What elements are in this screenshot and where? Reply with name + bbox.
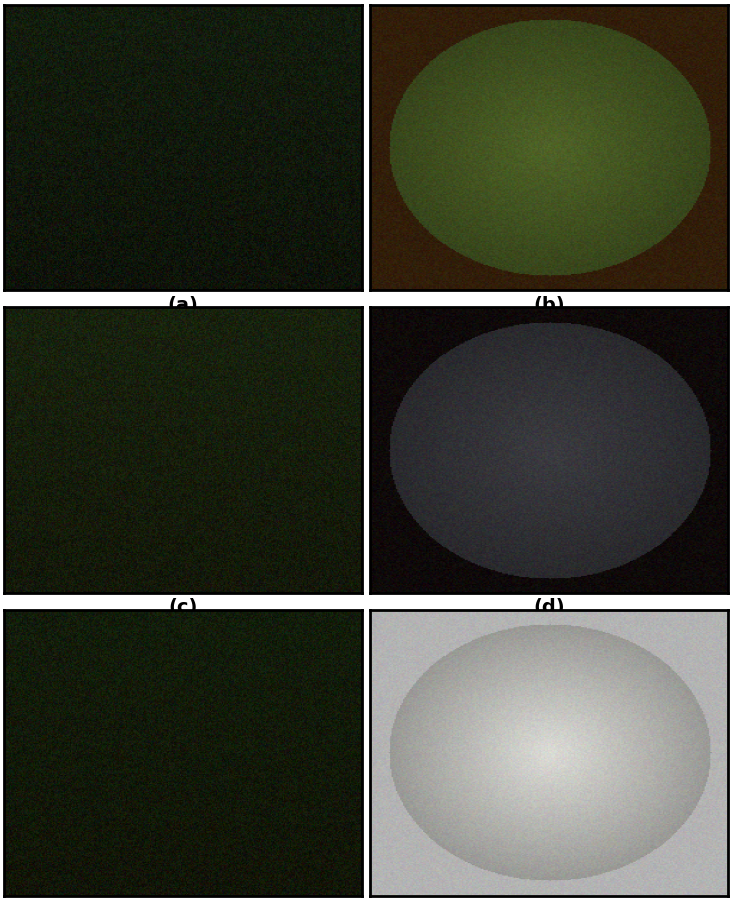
X-axis label: (b): (b) (533, 295, 565, 315)
X-axis label: (d): (d) (533, 598, 565, 617)
X-axis label: (a): (a) (168, 295, 198, 315)
X-axis label: (c): (c) (168, 598, 198, 617)
